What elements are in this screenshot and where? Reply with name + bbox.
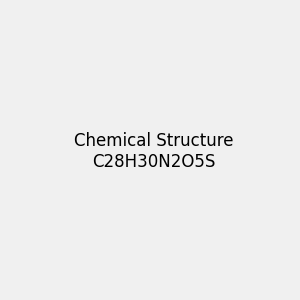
Text: Chemical Structure
C28H30N2O5S: Chemical Structure C28H30N2O5S [74,132,233,171]
